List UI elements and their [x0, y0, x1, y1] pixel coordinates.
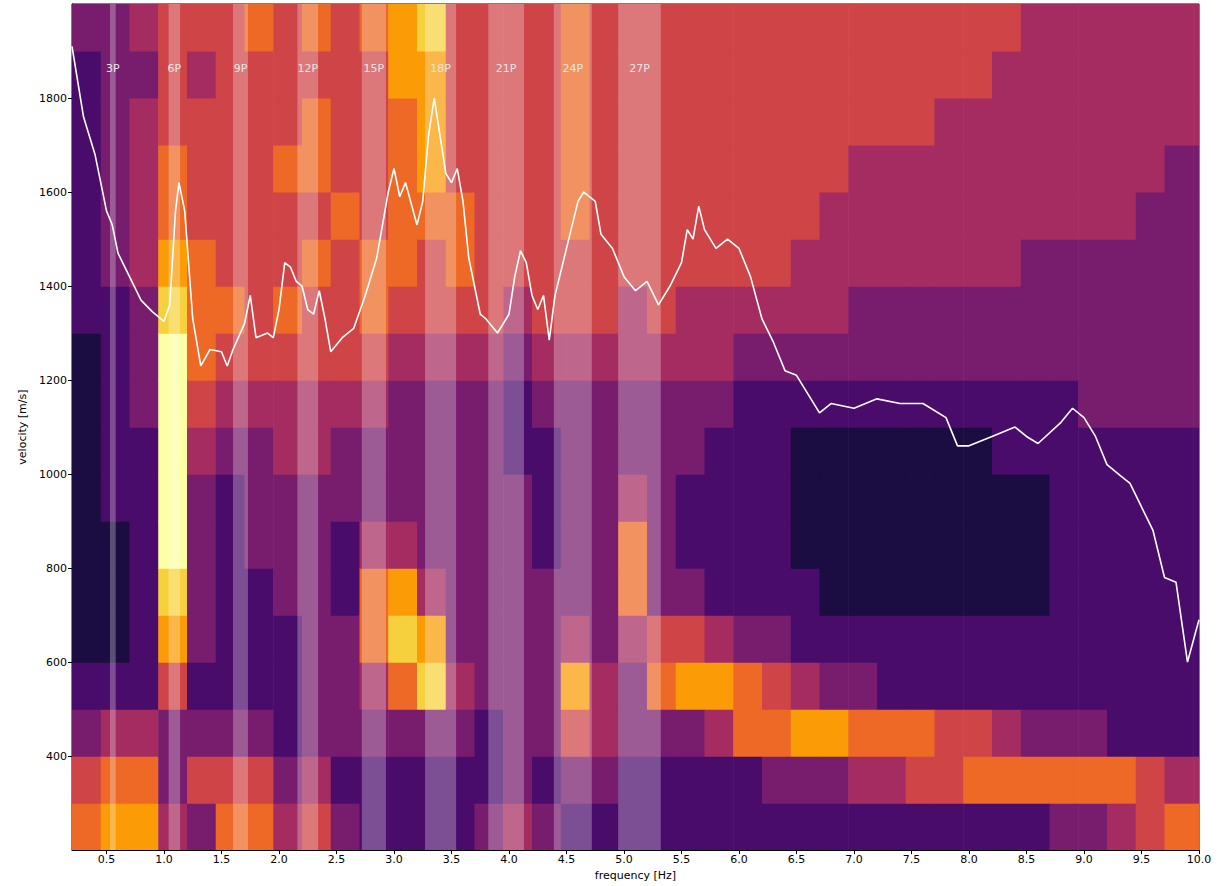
svg-text:5.0: 5.0 — [615, 853, 633, 866]
svg-text:9.5: 9.5 — [1133, 853, 1151, 866]
svg-text:24P: 24P — [563, 62, 584, 75]
svg-text:27P: 27P — [629, 62, 650, 75]
svg-text:1200: 1200 — [39, 374, 67, 387]
svg-text:4.0: 4.0 — [500, 853, 518, 866]
svg-text:3.5: 3.5 — [443, 853, 461, 866]
svg-text:6P: 6P — [168, 62, 182, 75]
svg-text:6.5: 6.5 — [788, 853, 806, 866]
svg-text:1.0: 1.0 — [155, 853, 173, 866]
svg-text:frequency [Hz]: frequency [Hz] — [595, 869, 676, 882]
svg-text:1400: 1400 — [39, 280, 67, 293]
svg-text:2.5: 2.5 — [328, 853, 346, 866]
svg-text:12P: 12P — [297, 62, 318, 75]
svg-text:7.0: 7.0 — [845, 853, 863, 866]
svg-text:400: 400 — [46, 750, 67, 763]
svg-text:6.0: 6.0 — [730, 853, 748, 866]
svg-text:3P: 3P — [106, 62, 120, 75]
svg-text:800: 800 — [46, 562, 67, 575]
svg-text:10.0: 10.0 — [1187, 853, 1212, 866]
svg-text:1600: 1600 — [39, 186, 67, 199]
svg-text:4.5: 4.5 — [558, 853, 576, 866]
svg-text:1.5: 1.5 — [213, 853, 231, 866]
svg-text:velocity [m/s]: velocity [m/s] — [16, 389, 29, 464]
svg-text:21P: 21P — [496, 62, 517, 75]
svg-text:8.5: 8.5 — [1018, 853, 1036, 866]
svg-text:18P: 18P — [430, 62, 451, 75]
svg-text:7.5: 7.5 — [903, 853, 921, 866]
svg-text:9P: 9P — [234, 62, 248, 75]
svg-text:8.0: 8.0 — [960, 853, 978, 866]
svg-text:3.0: 3.0 — [385, 853, 403, 866]
svg-text:9.0: 9.0 — [1075, 853, 1093, 866]
svg-text:600: 600 — [46, 656, 67, 669]
svg-text:1800: 1800 — [39, 92, 67, 105]
svg-text:5.5: 5.5 — [673, 853, 691, 866]
svg-text:2.0: 2.0 — [270, 853, 288, 866]
svg-text:1000: 1000 — [39, 468, 67, 481]
svg-text:0.5: 0.5 — [98, 853, 116, 866]
svg-text:15P: 15P — [364, 62, 385, 75]
